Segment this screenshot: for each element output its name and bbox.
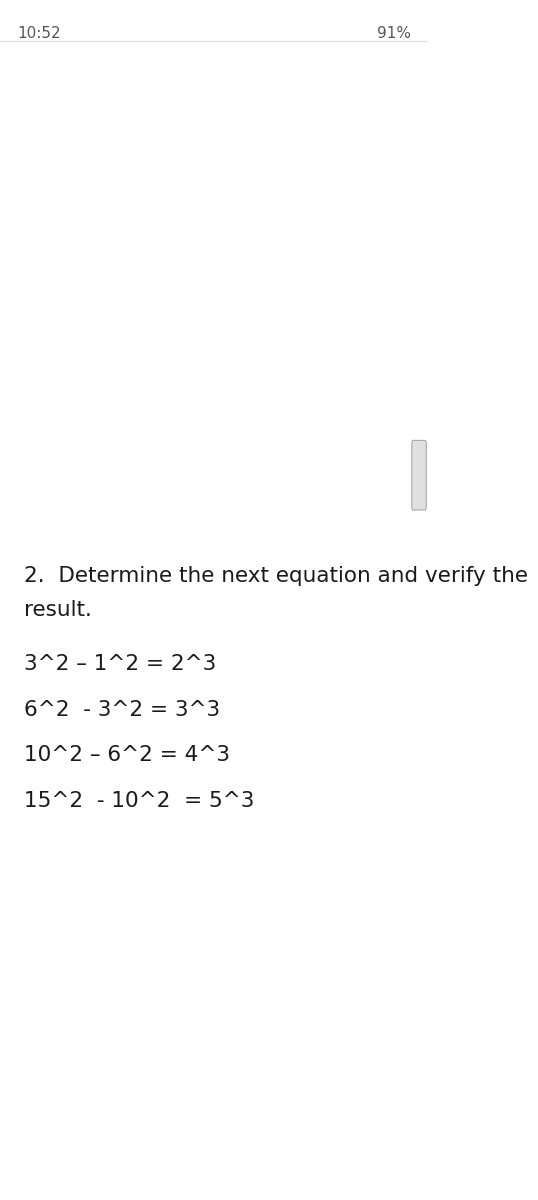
FancyBboxPatch shape: [412, 440, 426, 510]
Text: result.: result.: [24, 600, 91, 620]
Text: 91%: 91%: [377, 26, 411, 41]
Text: 10^2 – 6^2 = 4^3: 10^2 – 6^2 = 4^3: [24, 745, 230, 766]
Text: 15^2  - 10^2  = 5^3: 15^2 - 10^2 = 5^3: [24, 791, 254, 811]
Text: 3^2 – 1^2 = 2^3: 3^2 – 1^2 = 2^3: [24, 654, 216, 674]
Text: 6^2  - 3^2 = 3^3: 6^2 - 3^2 = 3^3: [24, 700, 220, 720]
Text: 2.  Determine the next equation and verify the: 2. Determine the next equation and verif…: [24, 566, 528, 587]
Text: 10:52: 10:52: [17, 26, 61, 41]
